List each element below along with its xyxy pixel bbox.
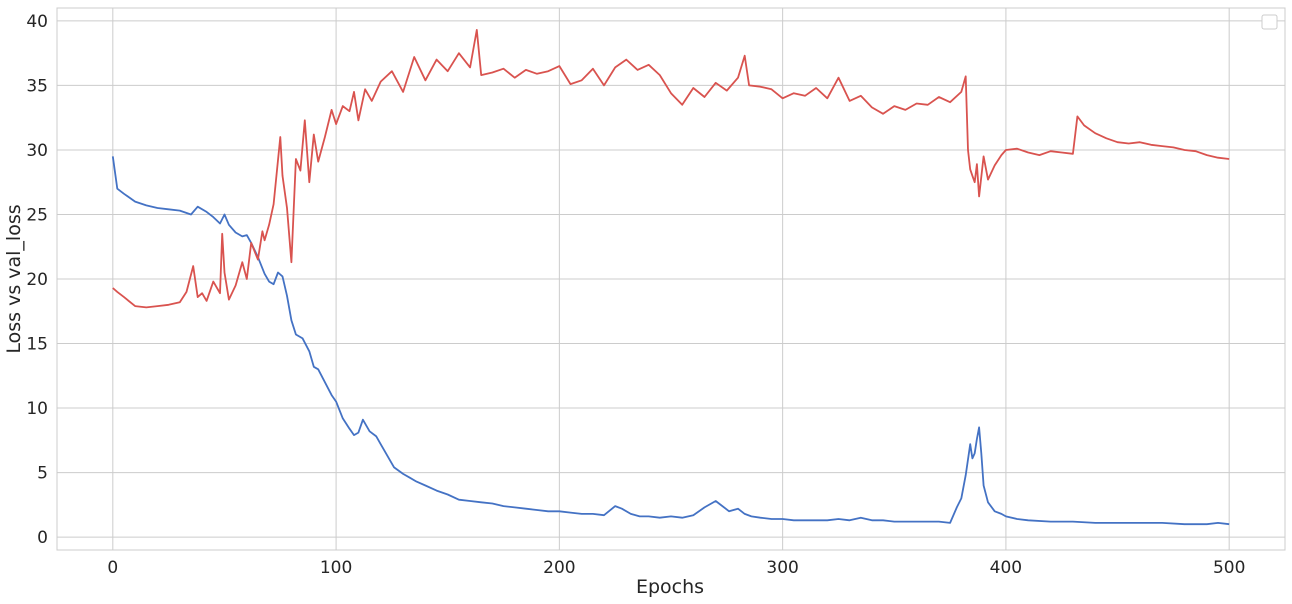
y-tick-label: 20	[26, 270, 48, 290]
y-axis-label: Loss vs val_loss	[3, 204, 25, 353]
y-tick-label: 25	[26, 205, 48, 225]
x-tick-label: 0	[107, 558, 118, 578]
y-tick-label: 5	[37, 464, 48, 484]
x-tick-label: 400	[990, 558, 1022, 578]
x-tick-label: 100	[320, 558, 352, 578]
x-tick-label: 500	[1213, 558, 1245, 578]
y-tick-label: 15	[26, 335, 48, 355]
x-axis-label: Epochs	[636, 576, 704, 598]
tick-labels: 0 100 200 300 400 500 0 5 10 15 20 25 30 35 40	[26, 12, 1245, 578]
legend-box	[1261, 14, 1278, 30]
y-tick-label: 35	[26, 76, 48, 96]
series-line-1	[111, 156, 1230, 526]
grid-lines	[57, 8, 1285, 550]
y-tick-label: 10	[26, 399, 48, 419]
y-tick-label: 0	[37, 528, 48, 548]
x-tick-label: 200	[543, 558, 575, 578]
x-tick-label: 300	[766, 558, 798, 578]
series-line-2	[112, 28, 1230, 309]
legend	[1261, 14, 1278, 30]
plot-frame	[56, 7, 1286, 551]
y-tick-label: 30	[26, 141, 48, 161]
y-tick-label: 40	[26, 12, 48, 32]
series-layer	[111, 28, 1230, 526]
